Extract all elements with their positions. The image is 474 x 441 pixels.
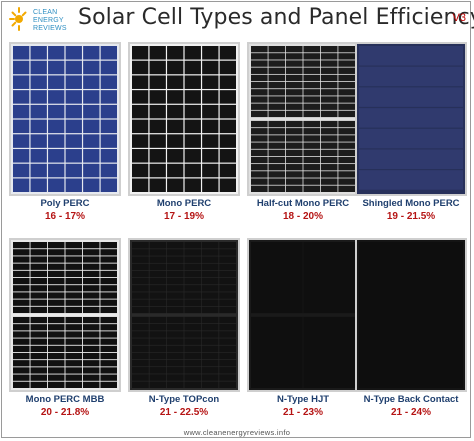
- panel-efficiency: 21 - 23%: [282, 407, 324, 418]
- panel-image: [247, 238, 359, 392]
- brand-line-2: ENERGY: [33, 17, 64, 24]
- mono-panel-icon: [128, 42, 240, 196]
- shingled-panel-icon: [355, 42, 467, 196]
- panel-image: [355, 42, 467, 196]
- brand-logo: CLEAN ENERGY REVIEWS: [6, 6, 68, 36]
- brand-line-1: CLEAN: [33, 9, 58, 16]
- hjt-panel-icon: [247, 238, 359, 392]
- panel-name: N-Type HJT: [276, 394, 330, 405]
- panel-name: N-Type TOPcon: [148, 394, 220, 405]
- topcon-panel-icon: [128, 238, 240, 392]
- brand-line-3: REVIEWS: [33, 25, 67, 32]
- panel-name: Mono PERC: [156, 198, 212, 209]
- mbb-panel-icon: [9, 238, 121, 392]
- panel-name: N-Type Back Contact: [363, 394, 459, 405]
- panel-image: [9, 238, 121, 392]
- panel-efficiency: 16 - 17%: [44, 211, 86, 222]
- back-contact-panel-icon: [355, 238, 467, 392]
- page-title: Solar Cell Types and Panel Efficiency: [78, 5, 474, 30]
- panel-name: Shingled Mono PERC: [362, 198, 460, 209]
- version-label: V3: [452, 12, 466, 24]
- panel-efficiency: 17 - 19%: [163, 211, 205, 222]
- panel-name: Mono PERC MBB: [25, 394, 105, 405]
- panel-name: Poly PERC: [40, 198, 90, 209]
- panel-name: Half-cut Mono PERC: [256, 198, 350, 209]
- panel-efficiency: 21 - 22.5%: [159, 407, 209, 418]
- panel-efficiency: 18 - 20%: [282, 211, 324, 222]
- panel-efficiency: 21 - 24%: [390, 407, 432, 418]
- sun-icon: [9, 7, 27, 31]
- panel-image: [9, 42, 121, 196]
- poly-panel-icon: [9, 42, 121, 196]
- panel-image: [247, 42, 359, 196]
- panel-efficiency: 19 - 21.5%: [386, 211, 436, 222]
- panel-efficiency: 20 - 21.8%: [40, 407, 90, 418]
- panel-image: [128, 238, 240, 392]
- half-cut-panel-icon: [247, 42, 359, 196]
- website-footer: www.cleanenergyreviews.info: [183, 428, 291, 437]
- panel-image: [128, 42, 240, 196]
- brand-name: CLEAN ENERGY REVIEWS: [33, 9, 67, 33]
- panel-image: [355, 238, 467, 392]
